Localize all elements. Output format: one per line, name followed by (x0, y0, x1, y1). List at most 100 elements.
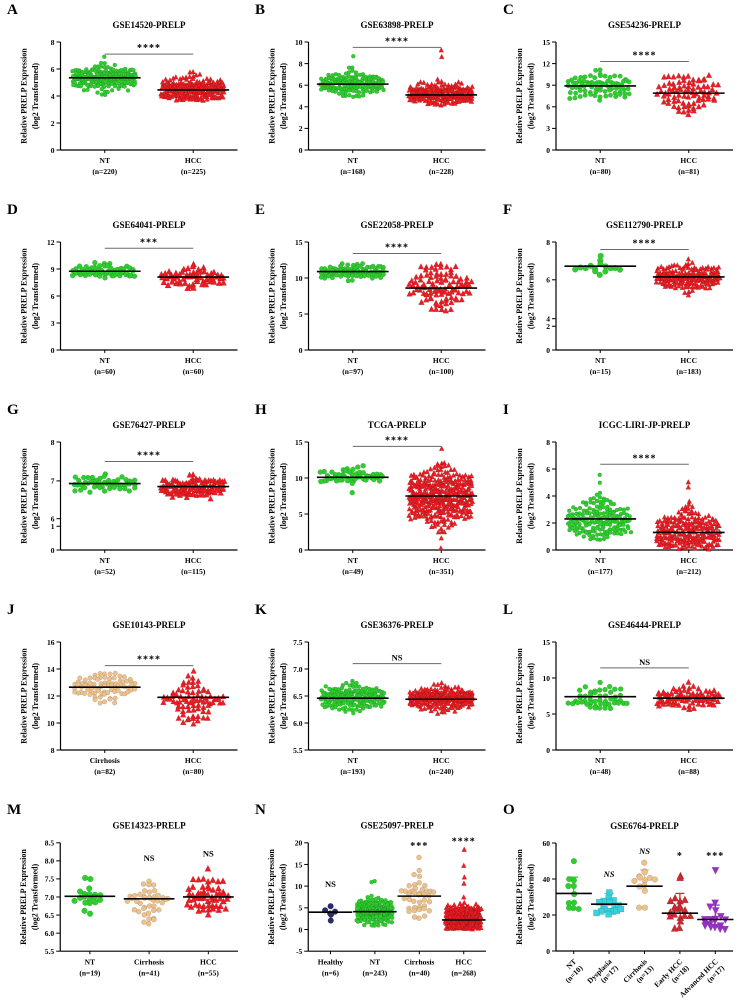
svg-text:Relative PRELP Expression: Relative PRELP Expression (20, 448, 29, 544)
svg-text:12: 12 (47, 692, 55, 701)
svg-text:HCC: HCC (185, 756, 202, 765)
svg-text:8: 8 (51, 438, 55, 447)
svg-text:0: 0 (546, 146, 550, 155)
svg-text:GSE22058-PRELP: GSE22058-PRELP (360, 220, 434, 230)
svg-text:5: 5 (299, 310, 303, 319)
svg-text:6.5: 6.5 (293, 692, 303, 701)
panel-m: M GSE14323-PRELP Relative PRELP Expression… (0, 800, 248, 1002)
svg-text:7: 7 (51, 477, 55, 486)
svg-text:15: 15 (295, 238, 303, 247)
svg-text:9: 9 (546, 81, 550, 90)
svg-text:(n=60): (n=60) (183, 367, 204, 376)
svg-text:Relative PRELP Expression: Relative PRELP Expression (20, 648, 29, 744)
svg-text:Relative PRELP Expression: Relative PRELP Expression (515, 248, 524, 344)
svg-text:5: 5 (546, 710, 550, 719)
svg-text:(n=193): (n=193) (340, 767, 365, 776)
svg-text:2: 2 (546, 322, 550, 331)
svg-text:HCC: HCC (433, 356, 450, 365)
panel-g: G GSE76427-PRELP Relative PRELP Expression… (0, 400, 248, 600)
svg-text:NT: NT (595, 356, 605, 365)
svg-text:0: 0 (299, 146, 303, 155)
panel-n: N GSE25097-PRELP Relative PRELP Expression… (248, 800, 496, 1002)
svg-text:NT: NT (85, 957, 95, 966)
svg-text:(n=115): (n=115) (181, 567, 206, 576)
svg-text:Relative PRELP Expression: Relative PRELP Expression (515, 48, 524, 144)
svg-text:(log2 Transformed): (log2 Transformed) (279, 663, 288, 729)
svg-text:NT: NT (348, 556, 358, 565)
svg-text:NT: NT (100, 356, 110, 365)
panel-j: J GSE10143-PRELP Relative PRELP Expression… (0, 600, 248, 800)
panel-letter-h: H (255, 402, 267, 418)
svg-text:GSE10143-PRELP: GSE10143-PRELP (112, 620, 186, 630)
panel-letter-m: M (7, 802, 22, 818)
svg-text:****: **** (633, 239, 657, 250)
panel-letter-f: F (503, 202, 513, 218)
svg-text:GSE36376-PRELP: GSE36376-PRELP (360, 620, 434, 630)
scatter-plot-tcga: TCGA-PRELP Relative PRELP Expression (log2… (268, 420, 486, 576)
svg-text:6: 6 (546, 103, 550, 112)
svg-text:5: 5 (299, 510, 303, 519)
svg-text:(log2 Transformed): (log2 Transformed) (527, 663, 536, 729)
svg-text:HCC: HCC (433, 156, 450, 165)
svg-text:8.0: 8.0 (45, 857, 55, 866)
svg-text:4: 4 (51, 92, 55, 101)
svg-text:NS: NS (203, 849, 214, 859)
panel-o: O GSE6764-PRELP Relative PRELP Expression(… (496, 800, 743, 1002)
panel-d: D GSE64041-PRELP Relative PRELP Expression… (0, 200, 248, 400)
svg-text:0: 0 (299, 546, 303, 555)
svg-text:HCC: HCC (455, 957, 472, 966)
scatter-plot-gse6764: GSE6764-PRELP Relative PRELP Expression (l… (515, 821, 734, 999)
svg-text:HCC: HCC (200, 957, 217, 966)
svg-text:(log2 Transformed): (log2 Transformed) (31, 864, 40, 931)
panel-letter-j: J (7, 602, 15, 618)
svg-text:(n=60): (n=60) (94, 367, 115, 376)
svg-text:***: *** (140, 237, 158, 248)
scatter-plot-icgc: ICGC-LIRI-JP-PRELP Relative PRELP Express… (515, 420, 733, 576)
svg-text:GSE6764-PRELP: GSE6764-PRELP (610, 821, 679, 831)
svg-text:HCC: HCC (185, 356, 202, 365)
panel-l: L GSE46444-PRELP Relative PRELP Expression… (496, 600, 743, 800)
panel-letter-a: A (7, 2, 18, 18)
svg-text:TCGA-PRELP: TCGA-PRELP (368, 420, 427, 430)
svg-text:(n=48): (n=48) (590, 767, 611, 776)
svg-text:Cirrhosis: Cirrhosis (404, 957, 434, 966)
svg-text:NS: NS (638, 846, 650, 856)
svg-text:HCC: HCC (433, 556, 450, 565)
svg-text:5.5: 5.5 (293, 746, 303, 755)
svg-text:(n=268): (n=268) (451, 968, 476, 977)
svg-text:4: 4 (546, 314, 550, 323)
svg-text:8: 8 (546, 438, 550, 447)
svg-text:(n=168): (n=168) (340, 167, 365, 176)
svg-text:9: 9 (51, 265, 55, 274)
svg-text:NS: NS (144, 853, 155, 863)
svg-text:GSE64041-PRELP: GSE64041-PRELP (112, 220, 186, 230)
svg-text:(log2 Transformed): (log2 Transformed) (279, 463, 288, 529)
svg-text:15: 15 (295, 860, 303, 869)
svg-text:0: 0 (299, 346, 303, 355)
svg-text:8: 8 (51, 746, 55, 755)
svg-text:Relative PRELP Expression: Relative PRELP Expression (268, 648, 277, 744)
svg-text:Relative PRELP Expression: Relative PRELP Expression (515, 448, 524, 544)
panel-letter-c: C (503, 2, 514, 18)
svg-text:NS: NS (392, 653, 403, 663)
svg-text:Relative PRELP Expression: Relative PRELP Expression (268, 48, 277, 144)
svg-text:7.0: 7.0 (293, 665, 303, 674)
panel-letter-l: L (503, 602, 514, 618)
svg-text:(log2 Transformed): (log2 Transformed) (527, 463, 536, 529)
svg-text:6.5: 6.5 (45, 911, 55, 920)
svg-text:4: 4 (546, 492, 550, 501)
svg-text:(n=52): (n=52) (94, 567, 115, 576)
svg-text:6.0: 6.0 (45, 929, 55, 938)
svg-text:HCC: HCC (680, 356, 697, 365)
panel-a: A GSE14520-PRELP Relative PRELP Expression… (0, 0, 248, 200)
svg-text:6: 6 (51, 292, 55, 301)
svg-text:Relative PRELP Expression: Relative PRELP Expression (267, 849, 276, 945)
svg-text:5: 5 (298, 904, 302, 913)
svg-text:(n=212): (n=212) (676, 567, 701, 576)
